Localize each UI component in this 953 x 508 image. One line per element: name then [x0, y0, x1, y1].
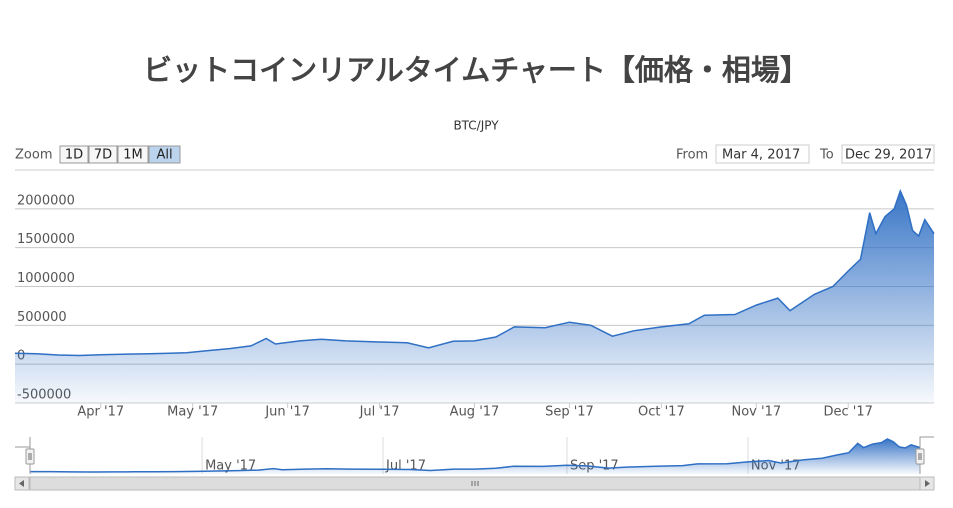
x-tick-label: Jun '17	[264, 405, 310, 420]
x-tick-label: Aug '17	[450, 405, 500, 420]
arrow-right-icon	[925, 480, 930, 487]
from-date[interactable]: Mar 4, 2017	[722, 148, 800, 163]
x-tick-label: Apr '17	[77, 405, 124, 420]
series-area	[15, 191, 934, 403]
zoom-button-label[interactable]: 1D	[65, 148, 83, 163]
zoom-button[interactable]	[148, 145, 181, 164]
series-line	[14, 188, 935, 357]
zoom-button-label[interactable]: 7D	[94, 148, 112, 163]
to-label: To	[819, 148, 834, 163]
arrow-left-icon	[19, 480, 24, 487]
navigator-handle[interactable]	[915, 448, 925, 465]
x-tick-label: Dec '17	[824, 405, 873, 420]
zoom-button-label[interactable]: 1M	[123, 148, 143, 163]
x-tick-label: Oct '17	[638, 405, 685, 420]
x-tick-label: Jul '17	[359, 405, 400, 420]
y-tick-label: 1500000	[17, 232, 75, 247]
zoom-button[interactable]	[88, 145, 118, 164]
chart-subtitle: BTC/JPY	[453, 119, 499, 133]
chart-title: ビットコインリアルタイムチャート【価格・相場】	[143, 53, 809, 87]
from-input[interactable]	[715, 144, 810, 164]
y-tick-label: 500000	[17, 310, 67, 325]
zoom-button[interactable]	[59, 145, 89, 164]
from-label: From	[676, 148, 708, 163]
y-tick-label: 1000000	[17, 271, 75, 286]
to-date[interactable]: Dec 29, 2017	[845, 148, 932, 163]
x-tick-label: May '17	[167, 405, 218, 420]
zoom-button[interactable]	[117, 145, 149, 164]
handle-grip	[918, 453, 922, 460]
to-input[interactable]	[841, 144, 935, 164]
navigator-handle[interactable]	[25, 448, 35, 465]
navigator-line	[30, 438, 921, 473]
x-tick-label: Nov '17	[732, 405, 782, 420]
zoom-label: Zoom	[15, 148, 52, 163]
x-tick-label: Sep '17	[545, 405, 594, 420]
scrollbar-grip	[471, 481, 479, 486]
handle-grip	[28, 453, 32, 460]
navigator-area	[30, 439, 920, 474]
y-tick-label: 2000000	[17, 193, 75, 208]
zoom-button-label[interactable]: All	[156, 148, 172, 163]
